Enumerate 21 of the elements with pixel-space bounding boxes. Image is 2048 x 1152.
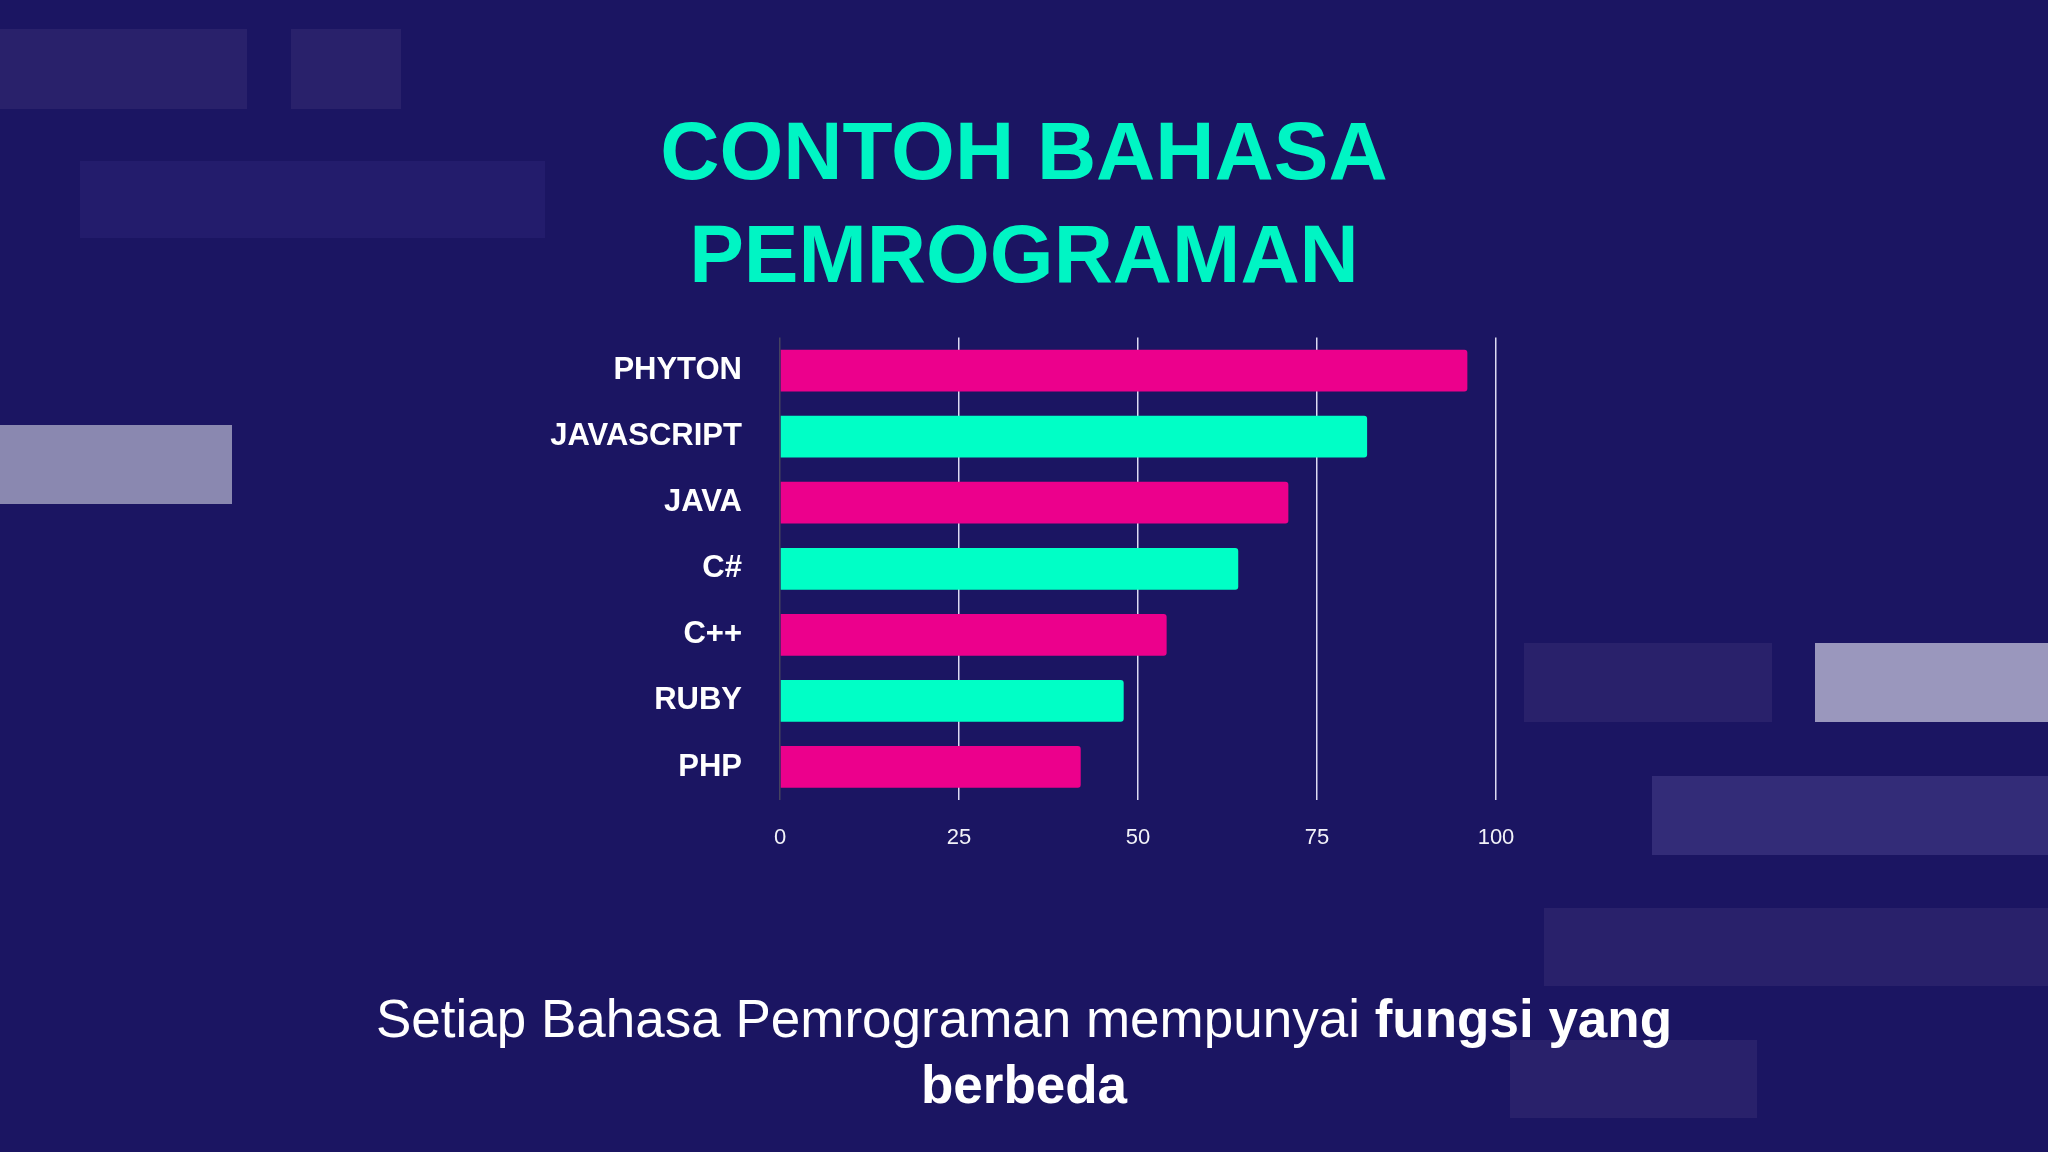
y-tick-label: JAVASCRIPT: [550, 417, 743, 453]
text: Setiap Bahasa Pemrograman mempunyai fungsi yang berbeda: [375, 989, 1673, 1114]
y-tick-label: JAVA: [663, 483, 742, 519]
y-tick-label: C++: [683, 615, 742, 651]
bar: [780, 481, 1289, 524]
y-tick-label: PHYTON: [613, 351, 742, 387]
x-tick-label: 100: [1477, 824, 1515, 850]
y-tick-label: PHP: [678, 747, 742, 783]
y-tick-label: RUBY: [654, 681, 743, 717]
x-tick-label: 0: [773, 824, 787, 850]
y-tick-label: C#: [702, 549, 742, 585]
bar: [780, 349, 1468, 392]
bar: [780, 746, 1081, 788]
bar: [780, 613, 1167, 656]
bar: [780, 547, 1239, 590]
bar: [780, 415, 1368, 458]
bar: [780, 680, 1124, 722]
x-tick-label: 75: [1304, 824, 1330, 850]
chart-title: CONTOH BAHASA PEMROGRAMAN: [659, 104, 1389, 301]
x-tick-label: 25: [946, 824, 972, 850]
x-tick-label: 50: [1125, 824, 1151, 850]
